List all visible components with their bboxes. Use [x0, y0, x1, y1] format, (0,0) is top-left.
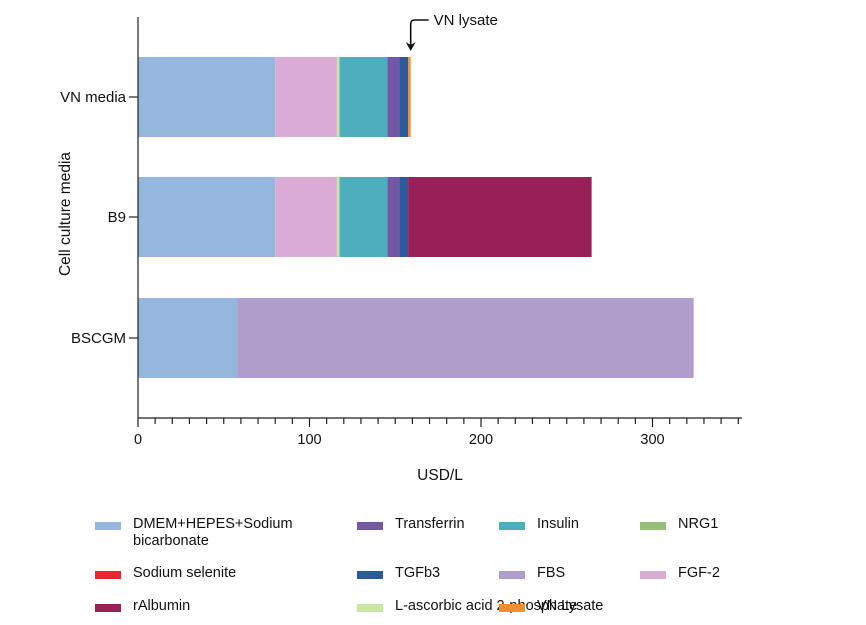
legend-item-ralbumin: rAlbumin — [95, 598, 190, 615]
legend: DMEM+HEPES+Sodium bicarbonate Transferrin… — [95, 516, 835, 621]
legend-swatch — [640, 522, 666, 530]
bar-vn-media-transferrin — [387, 57, 400, 137]
legend-swatch — [357, 522, 383, 530]
legend-swatch — [95, 522, 121, 530]
legend-swatch — [95, 571, 121, 579]
legend-item-insulin: Insulin — [499, 516, 579, 533]
legend-swatch — [357, 604, 383, 612]
legend-swatch — [95, 604, 121, 612]
bar-b9-insulin — [339, 177, 388, 257]
legend-label: FGF-2 — [678, 565, 720, 581]
bar-b9-transferrin — [387, 177, 400, 257]
bar-vn-media-insulin — [339, 57, 388, 137]
legend-label: rAlbumin — [133, 598, 191, 614]
legend-label: FBS — [537, 565, 566, 581]
legend-swatch — [499, 604, 525, 612]
bar-vn-media-l-ascorbic-acid-2-phosphate — [336, 57, 340, 137]
legend-swatch — [499, 571, 525, 579]
bar-bscgm-fbs — [237, 298, 694, 378]
bars-group — [138, 57, 694, 378]
bar-b9-ralbumin — [408, 177, 592, 257]
y-tick-label-vn-media: VN media — [60, 89, 127, 106]
legend-item-nrg1: NRG1 — [640, 516, 718, 533]
legend-label: Insulin — [537, 516, 579, 532]
bar-vn-media-fgf-2 — [275, 57, 337, 137]
legend-item-fbs: FBS — [499, 565, 565, 582]
legend-item-dmem-hepes-sodium: DMEM+HEPES+Sodium bicarbonate — [95, 516, 293, 550]
bar-b9-l-ascorbic-acid-2-phosphate — [336, 177, 340, 257]
axes-group: 0 100 200 300 VN media B9 BSCGM USD/L Cell cultu… — [57, 17, 742, 484]
x-tick-label: 300 — [640, 432, 664, 448]
legend-label: Transferrin — [395, 516, 465, 532]
bar-b9-tgfb3 — [399, 177, 409, 257]
bar-bscgm-dmem-hepes-sodium — [138, 298, 238, 378]
legend-item-fgf-2: FGF-2 — [640, 565, 720, 582]
annotation-arrow-line — [409, 19, 429, 45]
annotation-label: VN lysate — [434, 12, 498, 29]
bar-vn-media-tgfb3 — [399, 57, 409, 137]
x-tick-label: 0 — [134, 432, 142, 448]
legend-item-tgfb3: TGFb3 — [357, 565, 440, 582]
annotation-group: VN lysate — [405, 12, 498, 51]
legend-label: Sodium selenite — [133, 565, 237, 581]
legend-label: NRG1 — [678, 516, 719, 532]
y-tick-label-bscgm: BSCGM — [71, 330, 126, 347]
y-tick-label-b9: B9 — [108, 209, 126, 226]
bar-vn-media-dmem-hepes-sodium — [138, 57, 276, 137]
y-axis-title: Cell culture media — [57, 152, 74, 276]
x-tick-label: 100 — [297, 432, 321, 448]
x-axis-title: USD/L — [417, 467, 463, 484]
legend-label: DMEM+HEPES+Sodium bicarbonate — [133, 516, 293, 549]
legend-item-transferrin: Transferrin — [357, 516, 465, 533]
x-tick-label: 200 — [469, 432, 493, 448]
legend-item-sodium-selenite: Sodium selenite — [95, 565, 236, 582]
legend-swatch — [640, 571, 666, 579]
legend-swatch — [357, 571, 383, 579]
legend-label: VN Lysate — [537, 598, 604, 614]
annotation-arrowhead — [405, 42, 416, 51]
bar-vn-media-vn-lysate — [408, 57, 411, 137]
legend-item-vn-lysate: VN Lysate — [499, 598, 603, 615]
legend-swatch — [499, 522, 525, 530]
legend-label: TGFb3 — [395, 565, 441, 581]
bar-b9-fgf-2 — [275, 177, 337, 257]
bar-b9-dmem-hepes-sodium — [138, 177, 276, 257]
